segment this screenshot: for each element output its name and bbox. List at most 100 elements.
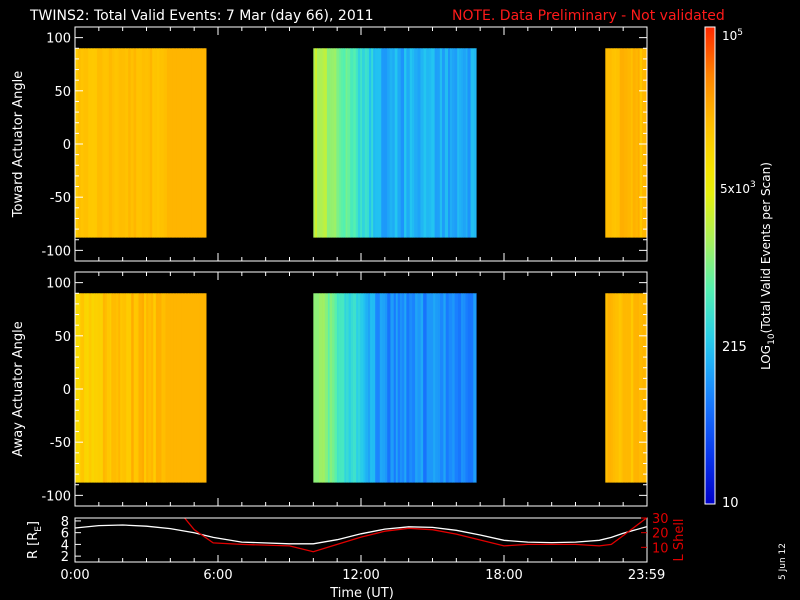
- heatmap-column: [88, 293, 92, 483]
- heatmap-column: [334, 293, 338, 483]
- heatmap-column: [130, 48, 135, 238]
- colorbar-label: LOG10(Total Valid Events per Scan): [759, 162, 777, 370]
- heatmap-column: [350, 293, 354, 483]
- heatmap-column: [434, 48, 437, 238]
- heatmap-column: [639, 293, 643, 483]
- heatmap-column: [465, 48, 468, 238]
- heatmap-column: [186, 48, 189, 238]
- heatmap-column: [315, 48, 318, 238]
- heatmap-column: [625, 293, 628, 483]
- heatmap-column: [429, 293, 434, 483]
- heatmap-column: [614, 48, 617, 238]
- heatmap-column: [379, 293, 383, 483]
- heatmap-column: [616, 48, 621, 238]
- colorbar-tick-label-1e5: 105: [722, 28, 743, 43]
- heatmap-column: [316, 48, 320, 238]
- x-tick-label: 6:00: [203, 568, 232, 583]
- heatmap-column: [615, 293, 620, 483]
- heatmap-column: [326, 48, 330, 238]
- heatmap-column: [163, 293, 166, 483]
- heatmap-column: [452, 293, 456, 483]
- y-tick-label: 50: [54, 85, 71, 100]
- heatmap-column: [102, 48, 105, 238]
- heatmap-column: [406, 48, 411, 238]
- heatmap-column: [138, 293, 143, 483]
- heatmap-column: [448, 48, 451, 238]
- heatmap-column: [429, 48, 432, 238]
- heatmap-column: [172, 48, 175, 238]
- heatmap-column: [159, 48, 162, 238]
- heatmap-column: [356, 293, 359, 483]
- y-tick-label: -50: [50, 191, 71, 206]
- heatmap-column: [375, 48, 379, 238]
- heatmap-column: [81, 293, 85, 483]
- heatmap-column: [461, 293, 464, 483]
- heatmap-column: [608, 48, 612, 238]
- heatmap-column: [401, 293, 405, 483]
- heatmap-column: [329, 293, 333, 483]
- heatmap-column: [395, 293, 399, 483]
- y-axis-label-part: ]: [26, 521, 41, 526]
- heatmap-column: [178, 48, 182, 238]
- colorbar-tick-label-5e3: 5x103: [720, 180, 756, 196]
- heatmap-column: [621, 48, 625, 238]
- heatmap-column: [645, 48, 647, 238]
- heatmap-column: [313, 293, 318, 483]
- heatmap-column: [136, 48, 140, 238]
- heatmap-column: [394, 48, 398, 238]
- heatmap-column: [188, 48, 192, 238]
- heatmap-column: [473, 293, 477, 483]
- heatmap-column: [161, 293, 165, 483]
- heatmap-column: [397, 293, 401, 483]
- heatmap-column: [467, 293, 471, 483]
- heatmap-column: [133, 293, 138, 483]
- heatmap-column: [371, 48, 374, 238]
- l-shell-line: [184, 518, 647, 553]
- heatmap-column: [605, 293, 608, 483]
- heatmap-column: [368, 48, 372, 238]
- heatmap-column: [106, 48, 110, 238]
- heatmap-column: [144, 293, 147, 483]
- heatmap-column: [343, 48, 346, 238]
- y-axis-label: Away Actuator Angle: [11, 321, 26, 456]
- y-tick-label: 6: [61, 527, 69, 542]
- heatmap-column: [357, 48, 361, 238]
- heatmap-column: [344, 293, 347, 483]
- heatmap-column: [360, 293, 364, 483]
- heatmap-column: [97, 293, 101, 483]
- heatmap-column: [632, 48, 636, 238]
- heatmap-column: [128, 48, 131, 238]
- heatmap-column: [327, 293, 330, 483]
- heatmap-column: [196, 48, 201, 238]
- toward-heatmap-panel: 100 50 0 -50 -100 Toward Actuator Angle: [11, 26, 648, 262]
- heatmap-column: [94, 293, 97, 483]
- heatmap-column: [75, 293, 78, 483]
- heatmap-column: [415, 293, 418, 483]
- heatmap-column: [336, 48, 340, 238]
- heatmap-column: [329, 48, 332, 238]
- heatmap-column: [131, 293, 135, 483]
- heatmap-column: [350, 48, 354, 238]
- heatmap-column: [83, 48, 86, 238]
- colorbar-gradient: [704, 26, 716, 505]
- heatmap-column: [605, 48, 610, 238]
- heatmap-column: [170, 293, 174, 483]
- heatmap-column: [355, 48, 359, 238]
- heatmap-column: [365, 293, 369, 483]
- heatmap-column: [461, 48, 464, 238]
- heatmap-column: [144, 48, 149, 238]
- heatmap-column: [384, 48, 388, 238]
- heatmap-column: [389, 48, 393, 238]
- heatmap-column: [426, 293, 431, 483]
- heatmap-column: [103, 48, 108, 238]
- heatmap-column: [99, 293, 104, 483]
- heatmap-column: [119, 48, 123, 238]
- heatmap-column: [197, 293, 200, 483]
- heatmap-column: [451, 48, 455, 238]
- y-tick-label: 0: [63, 138, 71, 153]
- heatmap-column: [341, 293, 345, 483]
- heatmap-column: [458, 48, 462, 238]
- heatmap-column: [474, 48, 477, 238]
- heatmap-column: [113, 293, 117, 483]
